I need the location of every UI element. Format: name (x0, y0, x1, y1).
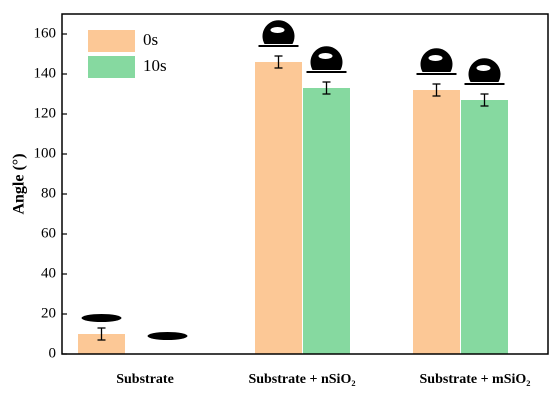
bar (461, 100, 508, 354)
droplet-highlight (428, 55, 443, 61)
error-bar (432, 83, 441, 97)
error-bar (480, 93, 489, 107)
bar (255, 62, 302, 354)
legend-swatch (88, 56, 135, 78)
y-tick-label: 160 (34, 25, 57, 41)
plot-frame (61, 13, 549, 355)
bar (413, 90, 460, 354)
legend-label: 10s (143, 56, 167, 75)
y-tick-label: 120 (34, 105, 57, 121)
legend-label: 0s (143, 30, 158, 49)
error-bar (97, 327, 106, 341)
error-bar (274, 55, 283, 69)
y-axis-label: Angle (°) (11, 153, 28, 214)
y-tick-label: 80 (41, 185, 56, 201)
legend-swatch (88, 30, 135, 52)
x-tick-label: Substrate + nSiO₂ (248, 372, 355, 387)
bar (78, 334, 125, 354)
y-tick-label: 40 (41, 265, 56, 281)
bar (303, 88, 350, 354)
x-tick-label: Substrate + mSiO₂ (420, 372, 531, 387)
y-tick-label: 100 (34, 145, 57, 161)
droplet-highlight (476, 65, 491, 71)
y-tick-label: 20 (41, 305, 56, 321)
droplet (147, 332, 188, 340)
y-tick-label: 0 (49, 345, 57, 361)
droplet (81, 314, 122, 322)
x-tick-label: Substrate (116, 372, 174, 387)
y-tick-label: 60 (41, 225, 56, 241)
droplet-highlight (270, 27, 285, 33)
error-bar (322, 81, 331, 95)
y-tick-label: 140 (34, 65, 57, 81)
droplet-highlight (318, 53, 333, 59)
